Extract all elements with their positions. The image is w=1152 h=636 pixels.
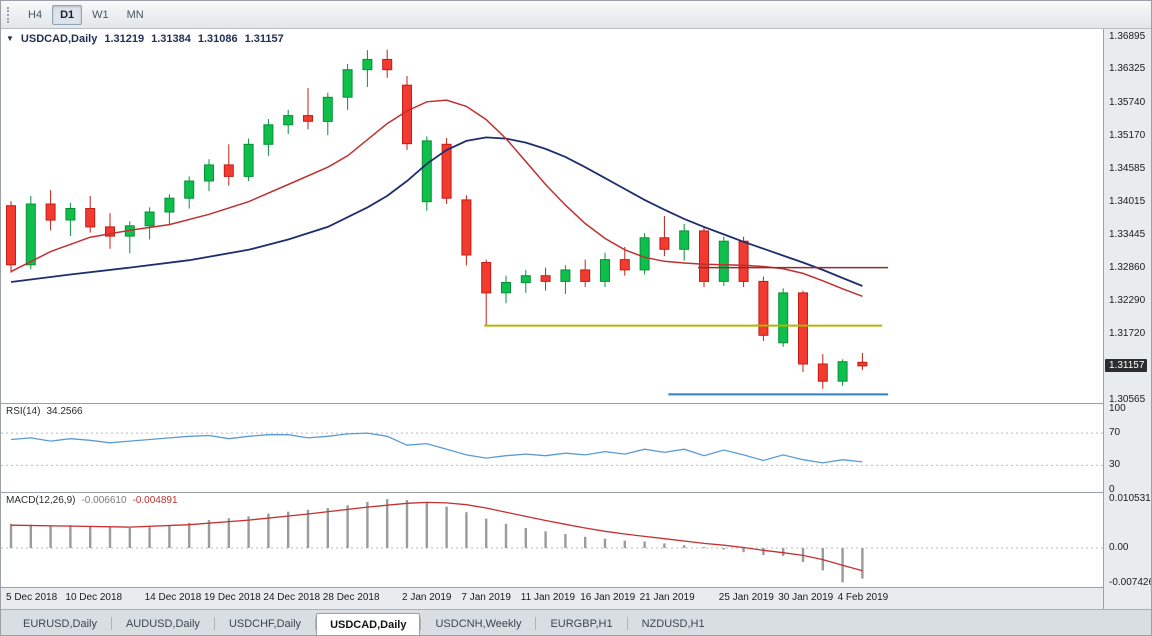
timeframe-w1-button[interactable]: W1	[84, 5, 117, 25]
date-axis-label: 24 Dec 2018	[263, 592, 321, 603]
timeframe-mn-button[interactable]: MN	[119, 5, 152, 25]
macd-indicator-pane[interactable]: MACD(12,26,9) -0.006610 -0.004891	[1, 493, 1104, 588]
timeframe-h4-button[interactable]: H4	[20, 5, 50, 25]
price-chart-pane[interactable]: ▼ USDCAD,Daily 1.31219 1.31384 1.31086 1…	[1, 29, 1104, 404]
price-axis-label: 1.34015	[1109, 195, 1146, 207]
tab-audusd-daily[interactable]: AUDUSD,Daily	[125, 618, 200, 630]
date-axis-label: 11 Jan 2019	[520, 592, 576, 603]
tab-separator	[420, 617, 422, 630]
price-axis-label: 1.32860	[1109, 262, 1146, 274]
tab-separator	[535, 617, 537, 630]
date-axis-label: 25 Jan 2019	[718, 592, 774, 603]
date-axis-label: 16 Jan 2019	[580, 592, 636, 603]
tab-eurgbp-h1[interactable]: EURGBP,H1	[550, 618, 613, 630]
tab-nzdusd-h1[interactable]: NZDUSD,H1	[641, 618, 705, 630]
tab-usdchf-daily[interactable]: USDCHF,Daily	[228, 618, 302, 630]
tab-separator	[110, 617, 112, 630]
date-axis-label: 14 Dec 2018	[144, 592, 202, 603]
price-axis-label: 1.36895	[1109, 30, 1146, 42]
current-price-badge: 1.31157	[1105, 358, 1148, 372]
price-axis-label: 1.32290	[1109, 294, 1146, 306]
tab-usdcnh-weekly[interactable]: USDCNH,Weekly	[435, 618, 522, 630]
tab-separator	[626, 617, 628, 630]
price-axis-label: 1.30565	[1109, 393, 1146, 405]
rsi-chart-canvas[interactable]	[1, 404, 1103, 492]
macd-axis-label: 0.010531	[1109, 492, 1151, 504]
date-axis-label: 21 Jan 2019	[639, 592, 695, 603]
chart-tab-bar: EURUSD,Daily AUDUSD,Daily USDCHF,Daily U…	[1, 609, 1151, 635]
tab-usdcad-daily[interactable]: USDCAD,Daily	[316, 613, 421, 635]
timeframe-toolbar: H4 D1 W1 MN	[1, 1, 1151, 29]
date-axis-label: 19 Dec 2018	[204, 592, 261, 603]
macd-chart-canvas[interactable]	[1, 493, 1103, 587]
rsi-axis-label: 100	[1109, 402, 1126, 414]
date-axis-label: 7 Jan 2019	[461, 592, 511, 603]
date-axis-label: 4 Feb 2019	[837, 592, 889, 603]
toolbar-drag-handle[interactable]	[7, 6, 12, 23]
price-axis-label: 1.35740	[1109, 96, 1146, 108]
price-axis-label: 1.35170	[1109, 129, 1146, 141]
date-axis-label: 5 Dec 2018	[6, 592, 58, 603]
price-axis-label: 1.33445	[1109, 228, 1146, 240]
date-axis-label: 30 Jan 2019	[778, 592, 834, 603]
date-axis-label: 10 Dec 2018	[65, 592, 123, 603]
date-axis-label: 28 Dec 2018	[322, 592, 380, 603]
timeframe-d1-button[interactable]: D1	[52, 4, 83, 25]
rsi-axis-label: 70	[1109, 427, 1121, 439]
date-axis-label: 2 Jan 2019	[402, 592, 452, 603]
candlestick-chart-canvas[interactable]	[1, 29, 1103, 403]
tab-separator	[213, 617, 215, 630]
macd-axis-label: 0.00	[1109, 542, 1129, 553]
price-axis-label: 1.34585	[1109, 163, 1146, 175]
rsi-axis-label: 0	[1109, 483, 1115, 495]
macd-axis-label: -0.007426	[1109, 576, 1152, 588]
price-axis[interactable]: 1.36895 1.36325 1.35740 1.35170 1.34585 1.340…	[1104, 29, 1152, 609]
tab-separator	[315, 617, 317, 630]
rsi-axis-label: 30	[1109, 459, 1121, 471]
price-axis-label: 1.36325	[1109, 63, 1146, 75]
tab-eurusd-daily[interactable]: EURUSD,Daily	[23, 618, 97, 630]
price-axis-label: 1.31720	[1109, 327, 1146, 339]
date-axis[interactable]: 5 Dec 2018 10 Dec 2018 14 Dec 2018 19 Dec 2…	[1, 588, 1104, 609]
rsi-indicator-pane[interactable]: RSI(14) 34.2566	[1, 404, 1104, 493]
